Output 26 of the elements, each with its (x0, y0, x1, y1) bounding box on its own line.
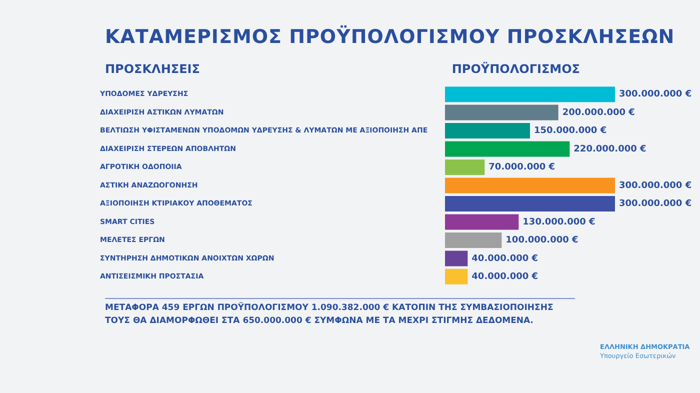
bar (445, 123, 530, 139)
data-label: 100.000.000 € (506, 236, 578, 246)
y-axis-title: ΠΡΟΣΚΛΗΣΕΙΣ (105, 62, 200, 76)
bar (445, 232, 502, 248)
bar (445, 160, 485, 176)
data-label: 200.000.000 € (562, 108, 635, 118)
bar (445, 214, 519, 230)
data-label: 300.000.000 € (619, 90, 692, 100)
data-label: 150.000.000 € (534, 126, 607, 136)
bar (445, 141, 570, 157)
data-label: 40.000.000 € (472, 254, 538, 264)
data-label: 130.000.000 € (522, 217, 596, 228)
bar (445, 250, 468, 266)
bar (445, 196, 615, 212)
bar (445, 178, 615, 194)
data-label: 300.000.000 € (619, 199, 692, 210)
text: ΜΕΤΑΦΟΡΑ 459 ΕΡΓΩΝ ΠΡΟΫΠΟΛΟΓΙΣΜΟΥ 1.090.382.000 € ΚΑΤΟΠΙΝ ΤΗΣ ΣΥΜΒΑΣΙΟΠΟΙΗΣΗΣ ΤΟΥΣ ΘΑ ΔΙΑΜΟΡΦΩΘΕΙ ΣΤΑ 650.000.000 € ΣΥΜΦΩΝΑ ΜΕ ΤΑ ΜΕΧΡΙ ΣΤΙΓΜΗΣ ΔΕΔΟΜΕΝΑ. (105, 298, 575, 328)
x-axis-title: ΠΡΟΫΠΟΛΟΓΙΣΜΟΣ (452, 62, 580, 76)
data-label: 300.000.000 € (619, 180, 692, 191)
data-label: 40.000.000 € (472, 272, 538, 282)
data-label: 220.000.000 € (574, 144, 646, 154)
data-label: 70.000.000 € (488, 162, 556, 173)
bar (445, 104, 558, 120)
bar (445, 268, 468, 284)
chart-title: ΚΑΤΑΜΕΡΙΣΜΟΣ ΠΡΟΫΠΟΛΟΓΙΣΜΟΥ ΠΡΟΣΚΛΗΣΕΩΝ (105, 26, 675, 48)
bar (445, 86, 615, 102)
